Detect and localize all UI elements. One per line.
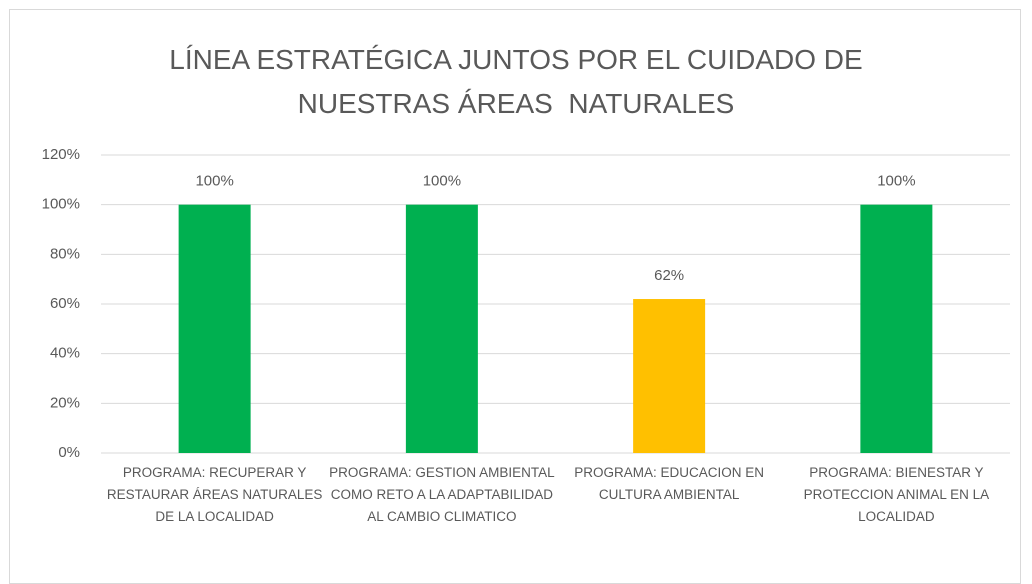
bar xyxy=(405,204,478,453)
x-tick-label: PROGRAMA: BIENESTAR Y PROTECCION ANIMAL … xyxy=(803,465,990,524)
y-tick-label: 40% xyxy=(50,345,80,362)
x-tick-label: PROGRAMA: GESTION AMBIENTAL COMO RETO A … xyxy=(329,465,555,524)
data-label: 100% xyxy=(877,173,915,190)
bar xyxy=(860,204,933,453)
x-tick-label: PROGRAMA: EDUCACION EN CULTURA AMBIENTAL xyxy=(574,465,765,502)
y-tick-label: 20% xyxy=(50,394,80,411)
data-label: 62% xyxy=(654,267,684,284)
bar xyxy=(178,204,251,453)
y-tick-label: 120% xyxy=(42,146,80,163)
data-label: 100% xyxy=(423,173,461,190)
y-tick-label: 0% xyxy=(58,444,80,461)
y-tick-label: 60% xyxy=(50,295,80,312)
y-tick-label: 100% xyxy=(42,196,80,213)
bar xyxy=(633,299,706,453)
chart-title: LÍNEA ESTRATÉGICA JUNTOS POR EL CUIDADO … xyxy=(169,44,871,119)
x-tick-label: PROGRAMA: RECUPERAR Y RESTAURAR ÁREAS NA… xyxy=(106,465,323,524)
y-tick-label: 80% xyxy=(50,245,80,262)
data-label: 100% xyxy=(195,173,233,190)
